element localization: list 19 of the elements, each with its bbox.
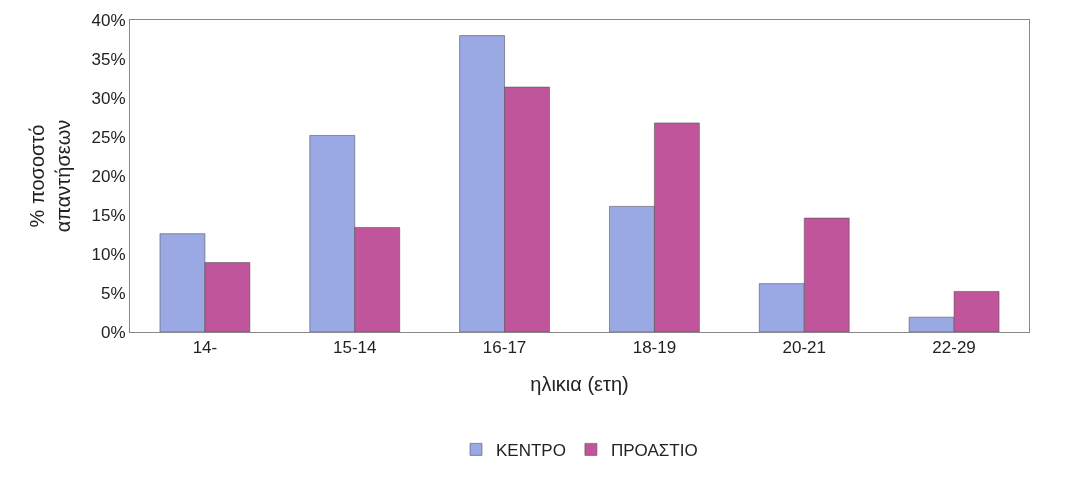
y-tick-label: 30%	[91, 88, 126, 108]
x-tick-label: 20-21	[782, 338, 826, 358]
y-tick-label: 20%	[91, 166, 126, 186]
x-axis-title: ηλικια (ετη)	[530, 372, 629, 395]
x-tick-label: 22-29	[932, 338, 976, 358]
y-tick-label: 25%	[91, 127, 126, 147]
y-tick-label: 5%	[101, 283, 126, 303]
x-tick-label: 18-19	[632, 338, 677, 358]
y-tick-label: 40%	[91, 10, 126, 30]
legend-label: ΚΕΝΤΡΟ	[496, 441, 566, 461]
y-tick-label: 10%	[91, 244, 126, 264]
y-axis-title: % ποσοστό απαντήσεων	[26, 119, 75, 233]
x-tick-label: 15-14	[333, 338, 377, 358]
x-tick-label: 14-	[192, 338, 218, 358]
y-tick-label: 0%	[101, 322, 126, 342]
y-tick-label: 15%	[91, 205, 126, 225]
x-tick-label: 16-17	[482, 338, 527, 358]
legend-label: ΠΡΟΑΣΤΙΟ	[610, 441, 698, 461]
y-tick-label: 35%	[91, 49, 126, 69]
